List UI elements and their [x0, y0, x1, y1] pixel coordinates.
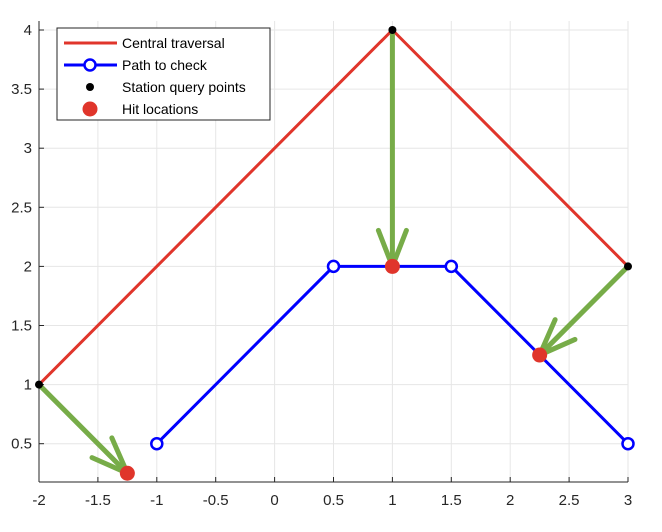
- x-tick-label-5: 0.5: [323, 492, 344, 509]
- hit-location-point-1: [384, 258, 400, 274]
- y-tick-label-0: 0.5: [11, 436, 32, 453]
- x-tick-label-4: 0: [270, 492, 278, 509]
- x-tick-label-0: -2: [32, 492, 45, 509]
- arrow-shaft-0: [36, 382, 130, 476]
- y-tick-label-5: 3: [24, 140, 32, 157]
- y-tick-label-6: 3.5: [11, 81, 32, 98]
- legend-marker-hit-locations: [82, 101, 98, 117]
- y-tick-label-3: 2: [24, 258, 32, 275]
- legend-marker-path-to-check: [83, 58, 97, 72]
- arrow-shaft-2: [537, 263, 631, 358]
- markers-layer: [35, 26, 635, 481]
- x-tick-label-1: -1.5: [85, 492, 111, 509]
- station-query-point-2: [624, 262, 632, 271]
- legend-label-station-query-points: Station query points: [122, 79, 246, 95]
- legend-label-path-to-check: Path to check: [122, 57, 208, 73]
- path-to-check-marker-0: [150, 436, 164, 451]
- hit-location-point-2: [532, 347, 548, 363]
- x-tick-label-7: 1.5: [441, 492, 462, 509]
- y-tick-label-1: 1: [24, 377, 32, 394]
- x-tick-label-10: 3: [624, 492, 632, 509]
- hit-location-point-0: [119, 465, 135, 481]
- legend: Central traversal Path to check Station …: [56, 27, 271, 121]
- y-axis-ticks: 0.5 1 1.5 2 2.5 3 3.5 4: [11, 22, 44, 453]
- path-to-check-marker-1: [326, 259, 341, 274]
- path-to-check-marker-3: [621, 436, 635, 451]
- y-tick-label-7: 4: [24, 22, 32, 39]
- x-tick-label-9: 2.5: [559, 492, 580, 509]
- station-query-point-0: [35, 380, 43, 389]
- legend-label-hit-locations: Hit locations: [122, 101, 198, 117]
- legend-label-central-traversal: Central traversal: [122, 35, 225, 51]
- path-to-check-marker-2: [444, 259, 459, 274]
- legend-marker-station-query-points: [86, 83, 94, 91]
- y-tick-label-2: 1.5: [11, 318, 32, 335]
- x-tick-label-3: -0.5: [203, 492, 229, 509]
- x-tick-label-6: 1: [388, 492, 396, 509]
- y-tick-label-4: 2.5: [11, 199, 32, 216]
- x-tick-label-2: -1: [150, 492, 163, 509]
- x-tick-label-8: 2: [506, 492, 514, 509]
- station-query-point-1: [388, 26, 397, 34]
- x-axis-ticks: -2 -1.5 -1 -0.5 0 0.5 1 1.5 2 2.5 3: [32, 477, 632, 509]
